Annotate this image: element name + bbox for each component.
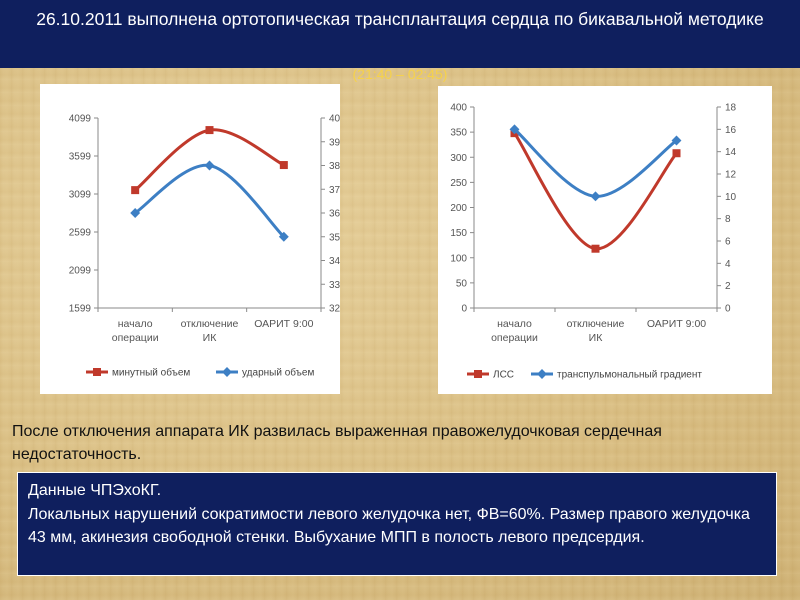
chart2-tick-label-left: 350 xyxy=(450,128,467,139)
chart-cardiac-output: 1599 2099 2599 3099 3599 4099 32 33 34 35 36 37 38 39… xyxy=(40,84,340,394)
chart1-category-label: ИК xyxy=(203,332,218,344)
chart2-series-1-point xyxy=(591,244,600,253)
chart1-tick-label-right: 39 xyxy=(329,137,340,148)
chart1-category-label: начало xyxy=(118,318,153,330)
chart2-series-2-point xyxy=(590,191,601,202)
chart2-tick-label-right: 8 xyxy=(725,214,731,225)
echo-info-box: Данные ЧПЭхоКГ. Локальных нарушений сокр… xyxy=(17,472,777,576)
chart1-series-1-point xyxy=(205,126,214,135)
chart1-series-line-1 xyxy=(134,128,285,192)
chart2-tick-label-right: 10 xyxy=(725,192,737,203)
chart2-series-2-point xyxy=(509,124,520,135)
chart1-series-2-point xyxy=(204,160,215,171)
chart1-tick-label-left: 3099 xyxy=(69,190,92,201)
chart2-tick-label-right: 2 xyxy=(725,281,731,292)
chart2-tick-label-right: 18 xyxy=(725,103,737,114)
chart1-tick-label-left: 2099 xyxy=(69,266,92,277)
time-range: (21:40 – 02:45) xyxy=(352,66,448,82)
chart2-tick-label-left: 400 xyxy=(450,103,467,114)
chart1-series-1-point xyxy=(279,161,288,170)
chart2-legend-label-2: транспульмональный градиент xyxy=(557,370,702,381)
chart2-category-label: ИК xyxy=(589,332,604,344)
chart2-tick-label-right: 4 xyxy=(725,259,731,270)
chart2-series-2-point xyxy=(671,135,682,146)
chart1-tick-label-left: 4099 xyxy=(69,114,92,125)
chart1-tick-label-right: 38 xyxy=(329,161,340,172)
chart1-tick-label-right: 34 xyxy=(329,256,340,267)
chart1-category-label: отключение xyxy=(181,318,239,330)
body-text: После отключения аппарата ИК развилась в… xyxy=(12,423,662,463)
chart2-tick-label-left: 50 xyxy=(456,278,468,289)
chart1-tick-label-left: 2599 xyxy=(69,228,92,239)
chart2-tick-label-right: 6 xyxy=(725,237,731,248)
chart1-legend-marker-1 xyxy=(93,368,101,376)
chart1-series-1-point xyxy=(131,186,140,195)
chart2-series-line-2 xyxy=(513,128,678,198)
chart2-legend-label-1: ЛСС xyxy=(493,370,514,381)
chart2-category-label: операции xyxy=(491,332,538,344)
chart-cardiac-output-svg: 1599 2099 2599 3099 3599 4099 32 33 34 35 36 37 38 39… xyxy=(69,114,340,379)
slide-title: 26.10.2011 выполнена ортотопическая тран… xyxy=(36,9,764,29)
chart1-tick-label-right: 32 xyxy=(329,304,340,315)
chart1-category-label: операции xyxy=(112,332,159,344)
chart2-tick-label-left: 250 xyxy=(450,178,467,189)
chart1-legend-label-2: ударный объем xyxy=(242,367,314,379)
echo-info-heading: Данные ЧПЭхоКГ. xyxy=(28,482,162,499)
chart2-tick-label-left: 300 xyxy=(450,153,467,164)
chart1-tick-label-left: 3599 xyxy=(69,152,92,163)
chart1-series-2-point xyxy=(278,231,289,242)
chart2-tick-label-right: 14 xyxy=(725,147,737,158)
chart1-tick-label-right: 36 xyxy=(329,209,340,220)
chart2-tick-label-right: 12 xyxy=(725,170,737,181)
chart2-tick-label-left: 0 xyxy=(461,304,467,315)
chart2-category-label: ОАРИТ 9:00 xyxy=(647,318,706,330)
chart2-tick-label-right: 16 xyxy=(725,125,737,136)
chart1-tick-label-right: 40 xyxy=(329,114,340,125)
chart1-tick-label-left: 1599 xyxy=(69,304,92,315)
chart2-category-label: начало xyxy=(497,318,532,330)
chart-pulmonary-resistance-svg: 0 50 100 150 200 250 300 350 400 0 2 4 6 8 10 12 14 16 18 н… xyxy=(450,103,737,381)
chart-pulmonary-resistance: 0 50 100 150 200 250 300 350 400 0 2 4 6 8 10 12 14 16 18 н… xyxy=(438,86,772,394)
chart2-series-1-point xyxy=(672,149,681,158)
title-banner: 26.10.2011 выполнена ортотопическая тран… xyxy=(0,0,800,68)
chart1-series-line-2 xyxy=(134,163,285,238)
chart2-legend-marker-2 xyxy=(537,369,547,379)
chart2-tick-label-left: 150 xyxy=(450,228,467,239)
chart2-tick-label-left: 100 xyxy=(450,253,467,264)
chart2-tick-label-left: 200 xyxy=(450,203,467,214)
chart1-category-label: ОАРИТ 9:00 xyxy=(254,318,313,330)
chart2-series-line-1 xyxy=(513,132,678,251)
chart1-legend-marker-2 xyxy=(222,367,232,377)
chart1-series-2-point xyxy=(130,208,141,218)
chart1-tick-label-right: 33 xyxy=(329,280,340,291)
chart2-legend-marker-1 xyxy=(474,370,482,378)
chart1-tick-label-right: 37 xyxy=(329,185,340,196)
chart2-tick-label-right: 0 xyxy=(725,304,731,315)
chart2-category-label: отключение xyxy=(567,318,625,330)
chart1-legend-label-1: минутный объем xyxy=(112,367,190,379)
echo-info-text: Локальных нарушений сократимости левого … xyxy=(28,505,750,547)
chart1-tick-label-right: 35 xyxy=(329,232,340,243)
